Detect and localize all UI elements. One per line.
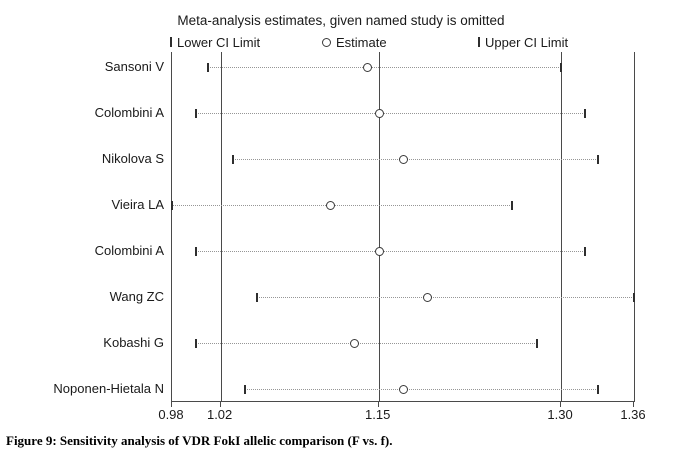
lower-ci-marker — [256, 293, 259, 302]
lower-ci-tick-icon — [170, 37, 172, 47]
upper-ci-marker — [584, 247, 587, 256]
reference-line — [220, 52, 222, 401]
estimate-marker — [399, 385, 408, 394]
x-axis-tick-label: 0.98 — [158, 407, 184, 422]
legend-item-lower-ci: Lower CI Limit — [170, 34, 260, 50]
upper-ci-marker — [633, 293, 635, 302]
reference-line — [561, 52, 563, 401]
reference-line — [378, 52, 380, 401]
legend-item-estimate: Estimate — [322, 34, 387, 50]
lower-ci-marker — [195, 109, 198, 118]
estimate-circle-icon — [322, 37, 331, 47]
estimate-marker — [423, 293, 433, 302]
study-label: Vieira LA — [111, 197, 164, 213]
x-axis-tick-label: 1.02 — [206, 407, 233, 422]
estimate-marker — [374, 247, 384, 256]
ci-dotted-line — [172, 205, 513, 206]
ci-dotted-line — [244, 389, 598, 390]
estimate-marker — [326, 201, 336, 210]
x-axis-tick-label: 1.15 — [365, 407, 391, 422]
ci-dotted-line — [196, 113, 586, 114]
x-axis-tick — [633, 402, 634, 407]
chart-title: Meta-analysis estimates, given named stu… — [177, 13, 505, 28]
ci-dotted-line — [196, 251, 586, 252]
study-label: Wang ZC — [109, 289, 164, 305]
estimate-marker — [362, 63, 372, 72]
study-label: Kobashi G — [103, 335, 164, 351]
study-label: Noponen-Hietala N — [53, 381, 164, 397]
lower-ci-marker — [195, 339, 198, 348]
lower-ci-marker — [231, 155, 234, 164]
estimate-marker — [374, 109, 384, 118]
upper-ci-marker — [596, 155, 599, 164]
x-axis-tick — [560, 402, 562, 407]
upper-ci-marker — [535, 339, 538, 348]
x-axis-tick — [377, 402, 379, 407]
legend-label-upper: Upper CI Limit — [485, 34, 569, 50]
lower-ci-marker — [195, 247, 198, 256]
estimate-marker — [350, 339, 360, 348]
upper-ci-marker — [584, 109, 587, 118]
study-label: Nikolova S — [101, 151, 164, 167]
x-axis-tick-label: 1.30 — [547, 407, 573, 422]
legend-label-estimate: Estimate — [336, 34, 387, 50]
estimate-marker — [399, 155, 408, 164]
lower-ci-marker — [243, 385, 246, 394]
upper-ci-marker — [511, 201, 514, 210]
x-axis-tick — [219, 402, 221, 407]
legend-item-upper-ci: Upper CI Limit — [478, 34, 568, 50]
study-label: Colombini A — [94, 105, 164, 121]
plot-area — [171, 52, 635, 402]
upper-ci-marker — [596, 385, 599, 394]
ci-dotted-line — [232, 159, 598, 160]
legend-label-lower: Lower CI Limit — [177, 34, 261, 50]
lower-ci-marker — [207, 63, 210, 72]
figure-caption: Figure 9: Sensitivity analysis of VDR Fo… — [6, 433, 393, 448]
x-axis-tick — [171, 402, 172, 407]
study-label: Sansoni V — [104, 59, 164, 75]
ci-dotted-line — [208, 67, 562, 68]
x-axis-tick-label: 1.36 — [620, 407, 646, 422]
upper-ci-marker — [560, 63, 563, 72]
ci-dotted-line — [257, 297, 634, 298]
study-label: Colombini A — [94, 243, 164, 259]
upper-ci-tick-icon — [478, 37, 480, 47]
ci-dotted-line — [196, 343, 537, 344]
lower-ci-marker — [171, 201, 173, 210]
